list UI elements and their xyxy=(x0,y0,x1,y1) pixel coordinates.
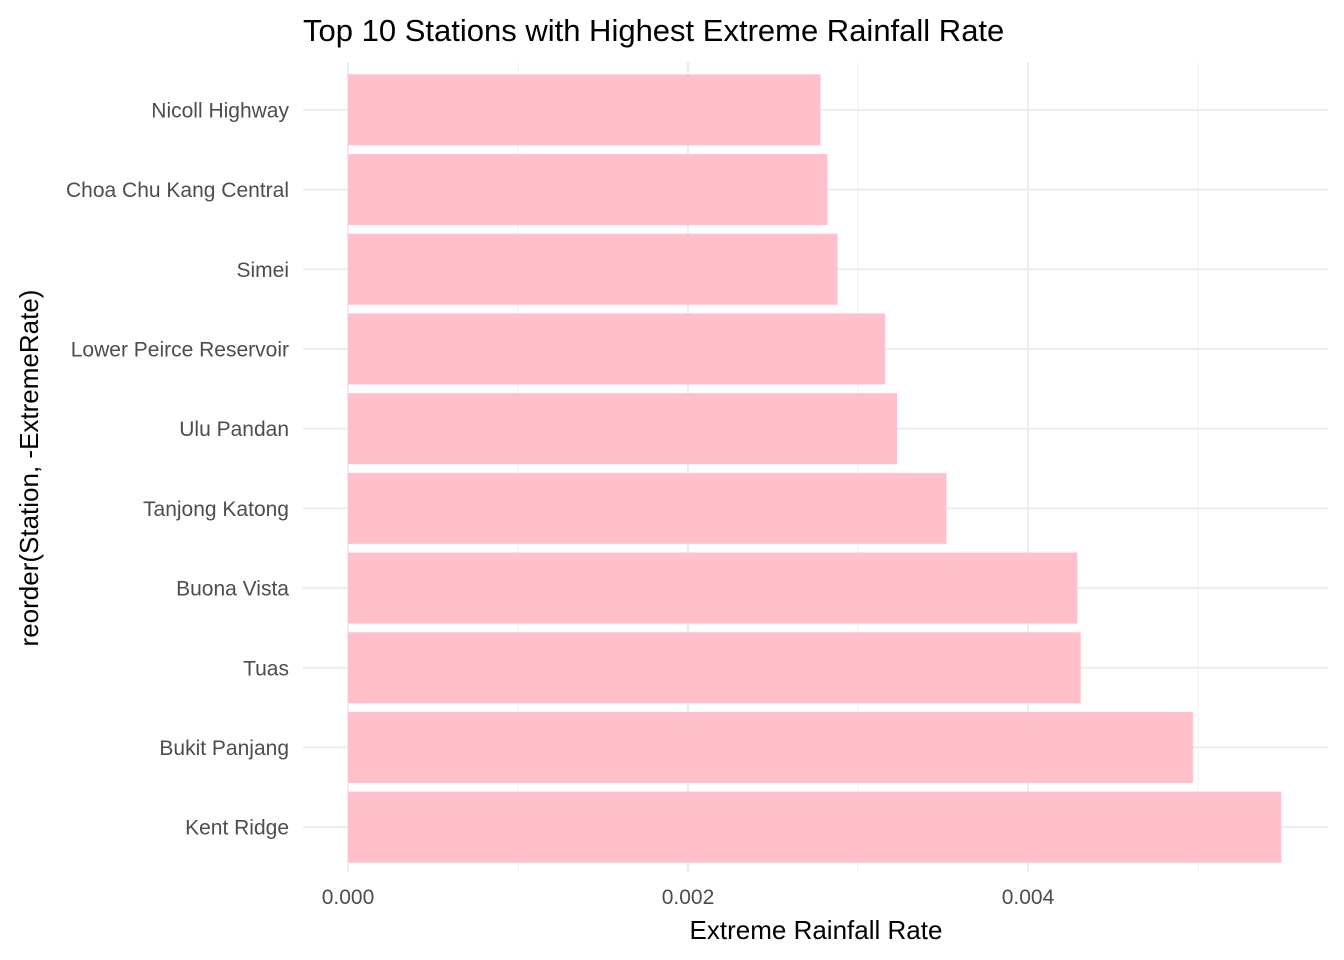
y-tick-label: Buona Vista xyxy=(176,578,289,601)
y-tick-label: Nicoll Highway xyxy=(151,99,289,122)
x-axis-title: Extreme Rainfall Rate xyxy=(690,915,943,945)
x-tick-label: 0.000 xyxy=(322,886,375,909)
bar xyxy=(348,632,1081,704)
bar xyxy=(348,472,947,544)
x-tick-label: 0.004 xyxy=(1002,886,1055,909)
bar xyxy=(348,313,886,385)
y-axis-title: reorder(Station, -ExtremeRate) xyxy=(14,290,44,647)
y-tick-label: Bukit Panjang xyxy=(159,737,289,760)
bar xyxy=(348,233,838,305)
bar xyxy=(348,711,1193,783)
bar xyxy=(348,154,828,226)
y-tick-label: Lower Peirce Reservoir xyxy=(71,338,289,361)
y-tick-label: Tanjong Katong xyxy=(143,498,289,521)
chart-title: Top 10 Stations with Highest Extreme Rai… xyxy=(303,13,1004,48)
bar xyxy=(348,552,1078,624)
y-tick-label: Kent Ridge xyxy=(185,817,289,840)
y-tick-label: Choa Chu Kang Central xyxy=(66,179,289,202)
bars xyxy=(348,74,1282,863)
y-tick-label: Simei xyxy=(236,259,289,282)
x-tick-label: 0.002 xyxy=(662,886,715,909)
bar xyxy=(348,393,898,465)
y-tick-label: Ulu Pandan xyxy=(179,418,289,441)
y-tick-label: Tuas xyxy=(243,657,289,680)
x-tick-labels: 0.000 0.002 0.004 xyxy=(322,886,1055,909)
bar xyxy=(348,74,821,146)
y-tick-labels: Nicoll Highway Choa Chu Kang Central Simei… xyxy=(66,99,289,839)
bar xyxy=(348,791,1282,863)
